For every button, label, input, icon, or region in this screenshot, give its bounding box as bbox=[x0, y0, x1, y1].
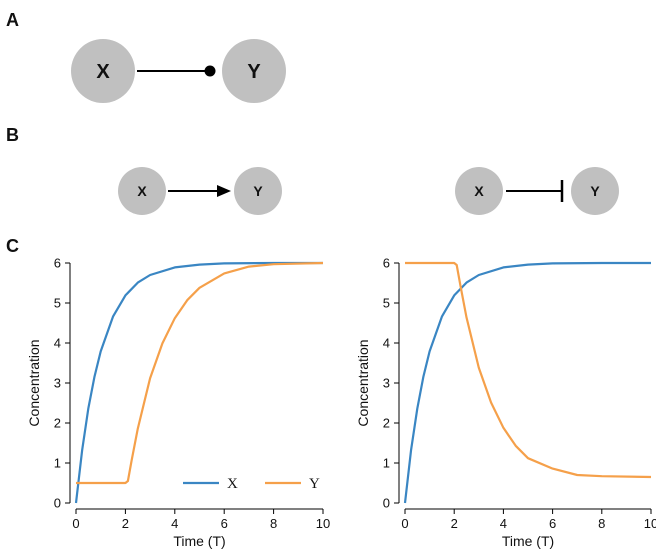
x-tick-label: 2 bbox=[122, 516, 129, 531]
series-line-x bbox=[74, 261, 323, 504]
panel-a-node-x-label: X bbox=[96, 61, 110, 83]
x-tick-label: 10 bbox=[316, 516, 330, 531]
x-tick-label: 8 bbox=[598, 516, 605, 531]
y-tick-label: 3 bbox=[54, 376, 61, 391]
panel-a-node-y-label: Y bbox=[247, 61, 261, 83]
x-tick-label: 8 bbox=[270, 516, 277, 531]
x-tick-label: 10 bbox=[644, 516, 656, 531]
y-tick-label: 0 bbox=[54, 496, 61, 511]
chart-activation: 0 1 2 3 4 5 6 0 2 4 6 8 10 Time (T) Concentration X Y bbox=[26, 256, 330, 550]
series-line-x bbox=[403, 261, 651, 504]
y-tick-label: 1 bbox=[383, 456, 390, 471]
x-tick-label: 0 bbox=[401, 516, 408, 531]
panel-a-letter: A bbox=[6, 10, 19, 30]
panel-b-right-node-x bbox=[455, 167, 503, 215]
panel-a-diagram: X Y bbox=[71, 39, 286, 103]
panel-a-edge-dot bbox=[204, 65, 216, 77]
series-line-y bbox=[76, 261, 324, 485]
y-axis-label: Concentration bbox=[355, 339, 371, 426]
x-axis-label: Time (T) bbox=[502, 533, 554, 549]
y-tick-label: 1 bbox=[54, 456, 61, 471]
panel-a-node-y bbox=[222, 39, 286, 103]
x-tick-label: 2 bbox=[451, 516, 458, 531]
panel-a-node-x bbox=[71, 39, 135, 103]
panel-b-right-node-x-label: X bbox=[474, 183, 484, 199]
panel-b-right-node-y bbox=[571, 167, 619, 215]
panel-b-letter: B bbox=[6, 125, 19, 145]
chart-inhibition: 0 1 2 3 4 5 6 0 2 4 6 8 10 Time (T) Concentration bbox=[355, 256, 656, 550]
panel-b-arrowhead bbox=[217, 185, 231, 197]
panel-b-left-node-y-label: Y bbox=[253, 183, 263, 199]
y-tick-label: 2 bbox=[54, 416, 61, 431]
y-tick-label: 6 bbox=[54, 256, 61, 271]
legend-label-y: Y bbox=[309, 476, 320, 492]
x-tick-label: 6 bbox=[221, 516, 228, 531]
y-axis-label: Concentration bbox=[26, 339, 42, 426]
series-line-y bbox=[405, 261, 652, 479]
y-tick-label: 2 bbox=[383, 416, 390, 431]
y-tick-label: 5 bbox=[383, 296, 390, 311]
panel-b-activation-diagram: X Y bbox=[118, 167, 282, 215]
y-tick-label: 0 bbox=[383, 496, 390, 511]
x-tick-label: 6 bbox=[549, 516, 556, 531]
y-tick-label: 4 bbox=[54, 336, 61, 351]
x-axis-label: Time (T) bbox=[173, 533, 225, 549]
y-tick-label: 5 bbox=[54, 296, 61, 311]
legend-label-x: X bbox=[227, 476, 238, 492]
panel-c-letter: C bbox=[6, 236, 19, 256]
panel-b-inhibition-diagram: X Y bbox=[455, 167, 619, 215]
panel-b-left-node-y bbox=[234, 167, 282, 215]
y-tick-label: 4 bbox=[383, 336, 390, 351]
x-tick-label: 4 bbox=[171, 516, 178, 531]
x-tick-label: 4 bbox=[500, 516, 507, 531]
y-tick-label: 6 bbox=[383, 256, 390, 271]
panel-b-left-node-x bbox=[118, 167, 166, 215]
y-tick-label: 3 bbox=[383, 376, 390, 391]
panel-b-left-node-x-label: X bbox=[137, 183, 147, 199]
x-tick-label: 0 bbox=[72, 516, 79, 531]
panel-b-right-node-y-label: Y bbox=[590, 183, 600, 199]
